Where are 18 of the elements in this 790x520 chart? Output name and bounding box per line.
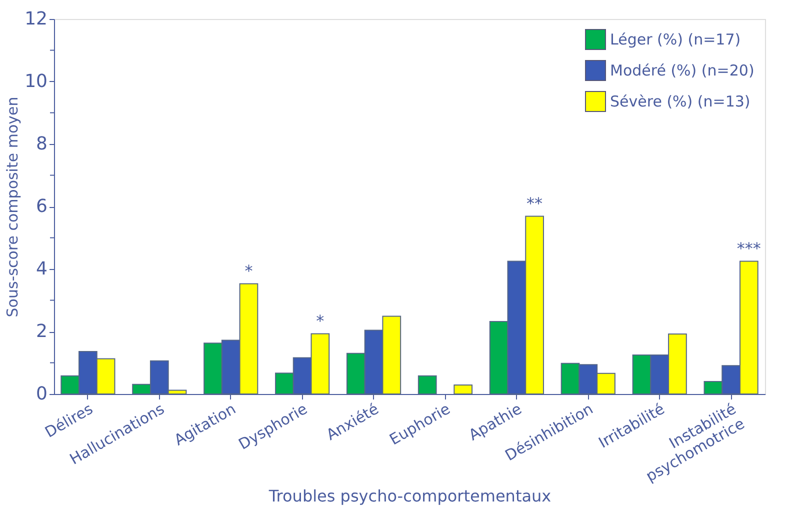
x-axis-title: Troubles psycho-comportementaux — [268, 486, 552, 506]
y-tick-label: 12 — [24, 8, 48, 30]
annotation: * — [316, 312, 324, 331]
y-tick-label: 4 — [36, 258, 48, 280]
legend-label: Sévère (%) (n=13) — [610, 92, 750, 110]
bar — [418, 375, 437, 394]
y-tick-label: 10 — [24, 71, 48, 92]
y-tick-label: 8 — [36, 134, 48, 154]
y-axis-title: Sous-score composite moyen — [4, 96, 22, 318]
y-tick-label: 6 — [36, 196, 48, 217]
annotation: * — [244, 262, 253, 281]
legend-label: Modéré (%) (n=20) — [610, 62, 754, 80]
legend-label: Léger (%) (n=17) — [610, 30, 741, 48]
bar — [454, 384, 473, 394]
y-tick-label: 2 — [36, 321, 48, 342]
annotation: *** — [736, 239, 761, 258]
y-tick-label: 0 — [36, 384, 48, 404]
annotation: ** — [526, 194, 543, 214]
